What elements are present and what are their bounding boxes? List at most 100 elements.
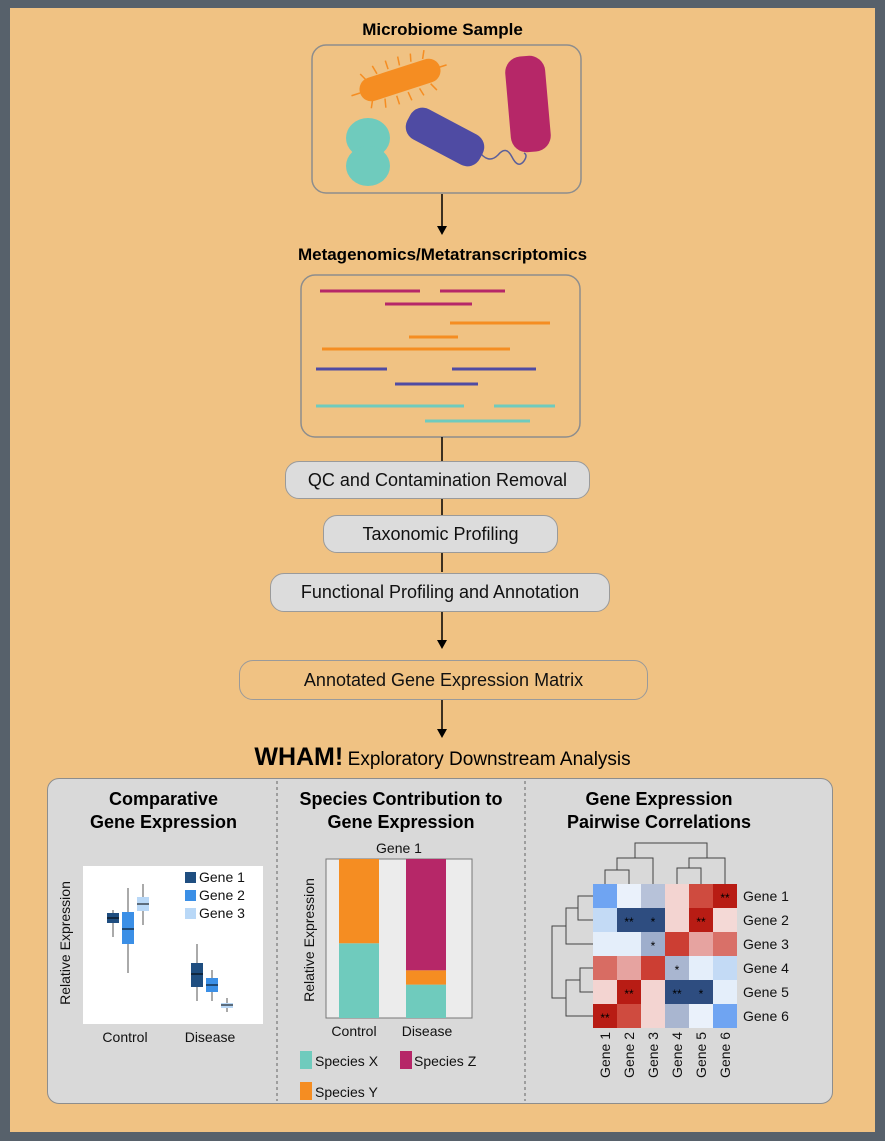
heatmap-cell: [593, 956, 617, 980]
comparative-ylabel: Relative Expression: [57, 881, 73, 1005]
heatmap-cell: [665, 884, 689, 908]
row-label-gene-3: Gene 3: [743, 936, 789, 952]
wham-logo-text: WHAM!: [254, 743, 344, 771]
purple-bacterium-icon: [405, 107, 527, 167]
heatmap-cell: [617, 884, 641, 908]
species-ylabel: Relative Expression: [301, 878, 317, 1002]
significance-marker: *: [699, 987, 704, 1001]
heatmap-cell: [689, 884, 713, 908]
species-group-disease: Disease: [402, 1023, 453, 1039]
species-chart-title: Gene 1: [376, 840, 422, 856]
col-label-gene-5: Gene 5: [693, 1032, 709, 1078]
heatmap-cell: [713, 1004, 737, 1028]
heatmap-cell: [713, 932, 737, 956]
species-group-control: Control: [331, 1023, 376, 1039]
box-disease-gene3: [221, 998, 233, 1012]
heatmap-cell: [593, 980, 617, 1004]
heatmap-cell: [713, 908, 737, 932]
sequencing-reads: [316, 289, 555, 423]
box-control-gene2: [122, 888, 134, 973]
col-label-gene-6: Gene 6: [717, 1032, 733, 1078]
heatmap-cell: [593, 932, 617, 956]
legend-gene1: Gene 1: [199, 869, 245, 885]
heatmap-cell: [593, 1004, 617, 1028]
heatmap-cell: [689, 908, 713, 932]
legend-swatch-gene1: [185, 872, 196, 883]
col-label-gene-3: Gene 3: [645, 1032, 661, 1078]
heatmap-cell: [665, 980, 689, 1004]
legend-species-y: Species Y: [315, 1084, 378, 1100]
significance-marker: **: [672, 987, 682, 1001]
significance-marker: **: [624, 987, 634, 1001]
legend-species-x: Species X: [315, 1053, 379, 1069]
legend-swatch-species-z: [400, 1051, 412, 1069]
significance-marker: *: [675, 963, 680, 977]
group-control: Control: [102, 1029, 147, 1045]
heatmap-cell: [713, 956, 737, 980]
col-label-gene-2: Gene 2: [621, 1032, 637, 1078]
sequencing-title: Metagenomics/Metatranscriptomics: [297, 245, 588, 264]
heatmap-cell: [641, 980, 665, 1004]
taxonomic-step: Taxonomic Profiling: [323, 515, 558, 553]
bar-control-species-x: [339, 943, 379, 1018]
legend-swatch-species-y: [300, 1082, 312, 1100]
significance-marker: *: [651, 915, 656, 929]
heatmap-cell: [665, 932, 689, 956]
significance-marker: **: [696, 915, 706, 929]
species-title: Species Contribution to Gene Expression: [299, 789, 503, 832]
bar-disease-species-z: [406, 859, 446, 971]
box-disease-gene2: [206, 970, 218, 1001]
significance-marker: **: [720, 891, 730, 905]
heatmap-cell: [617, 956, 641, 980]
heatmap-cell: [641, 932, 665, 956]
wham-subtitle: Exploratory Downstream Analysis: [347, 749, 631, 770]
heatmap-cell: [617, 932, 641, 956]
row-label-gene-2: Gene 2: [743, 912, 789, 928]
heatmap-cell: [665, 1004, 689, 1028]
box-control-gene3: [137, 884, 149, 925]
heatmap-cell: [593, 884, 617, 908]
significance-marker: *: [651, 939, 656, 953]
bar-disease-species-x: [406, 984, 446, 1018]
legend-species-z: Species Z: [414, 1053, 477, 1069]
significance-marker: **: [600, 1011, 610, 1025]
heatmap-cell: [689, 932, 713, 956]
col-label-gene-1: Gene 1: [597, 1032, 613, 1078]
row-label-gene-1: Gene 1: [743, 888, 789, 904]
group-disease: Disease: [185, 1029, 236, 1045]
heatmap-cell: [689, 980, 713, 1004]
box-disease-gene1: [191, 944, 203, 1001]
row-label-gene-4: Gene 4: [743, 960, 789, 976]
legend-swatch-species-x: [300, 1051, 312, 1069]
pipeline-graphics: [300, 44, 582, 738]
boxplot-area: [83, 866, 263, 1024]
legend-gene2: Gene 2: [199, 887, 245, 903]
heatmap-cell: [713, 884, 737, 908]
heatmap-cell: [617, 980, 641, 1004]
legend-swatch-gene2: [185, 890, 196, 901]
orange-bacterium-icon: [351, 50, 447, 109]
row-label-gene-6: Gene 6: [743, 1008, 789, 1024]
heatmap-cell: [665, 956, 689, 980]
significance-marker: **: [624, 915, 634, 929]
left-dendrogram: [551, 895, 593, 1017]
bar-disease-species-y: [406, 970, 446, 985]
heatmap-cell: [617, 1004, 641, 1028]
sequencing-reads-box: [300, 274, 581, 438]
sample-title: Microbiome Sample: [362, 20, 523, 39]
teal-bacterium-icon: [346, 118, 390, 186]
matrix-step: Annotated Gene Expression Matrix: [239, 660, 648, 700]
functional-step: Functional Profiling and Annotation: [270, 573, 610, 612]
legend-swatch-gene3: [185, 908, 196, 919]
heatmap-cell: [617, 908, 641, 932]
heatmap-cell: [665, 908, 689, 932]
heatmap-cell: [641, 884, 665, 908]
heatmap-cell: [689, 956, 713, 980]
heatmap-cell: [593, 908, 617, 932]
top-dendrogram: [604, 842, 726, 885]
wham-heading: WHAM! Exploratory Downstream Analysis: [0, 743, 885, 772]
